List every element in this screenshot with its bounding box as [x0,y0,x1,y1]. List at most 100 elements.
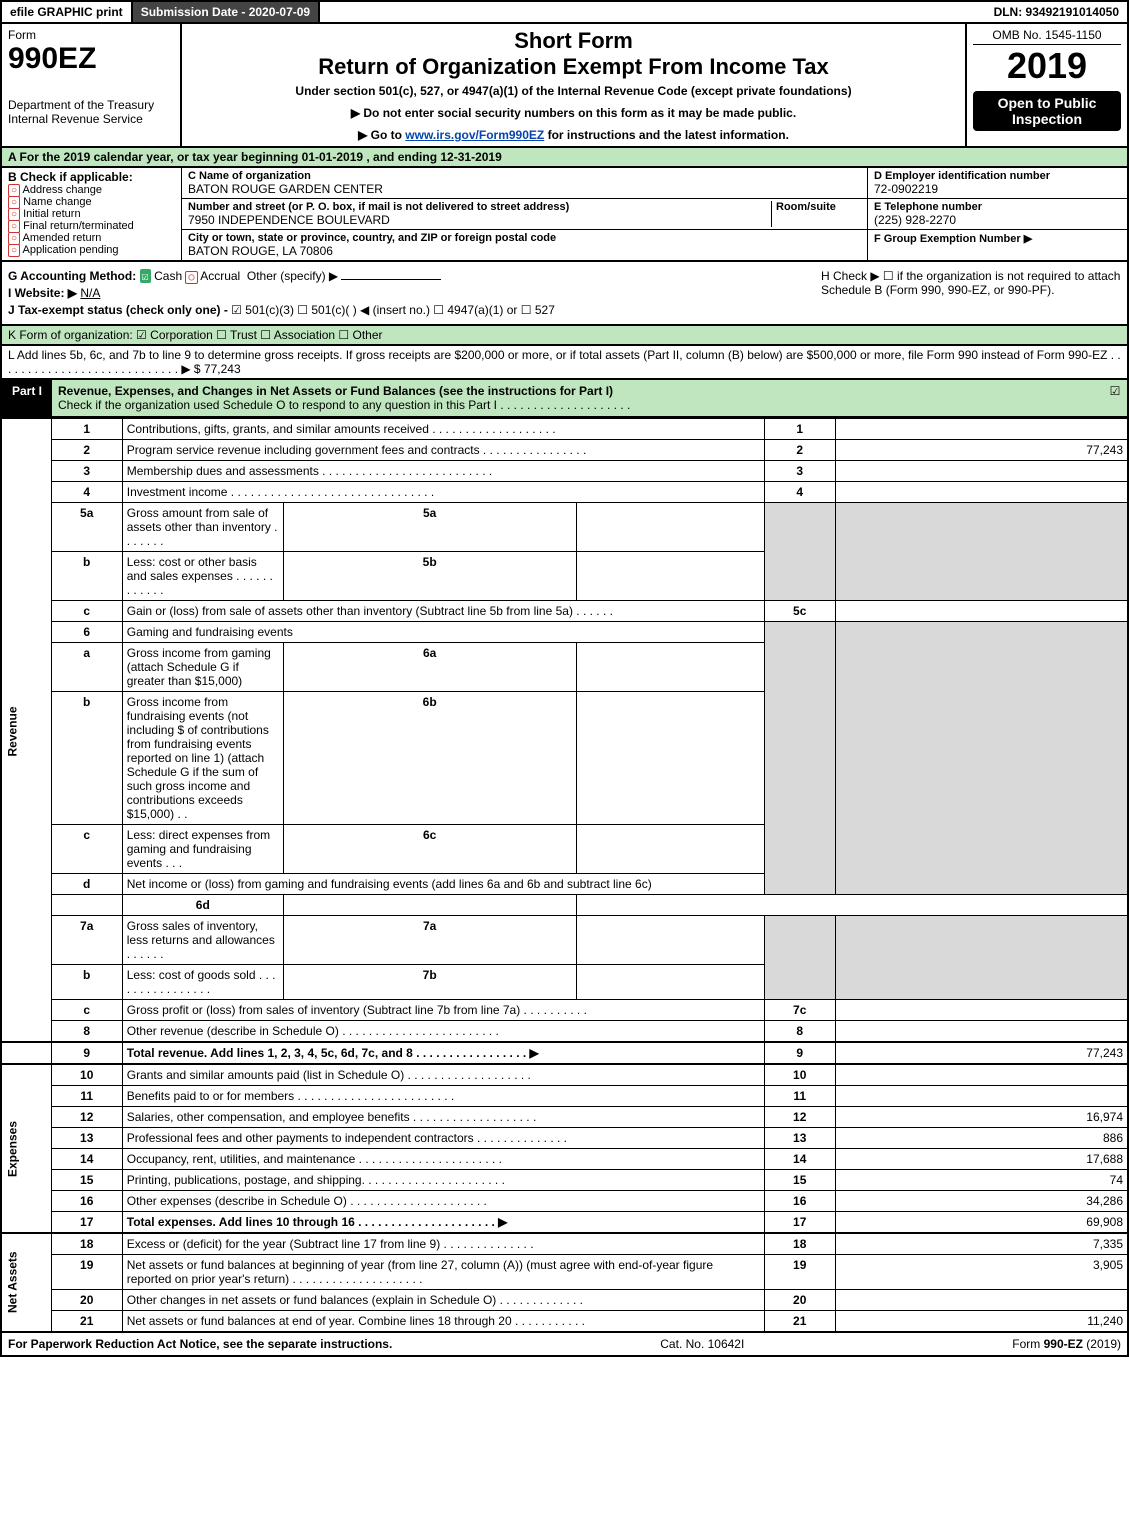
line-9-box: 9 [764,1042,835,1064]
b-application-pending[interactable]: ○ Application pending [8,244,175,256]
line-19-desc: Net assets or fund balances at beginning… [122,1255,764,1290]
line-14-desc: Occupancy, rent, utilities, and maintena… [122,1149,764,1170]
c-name-label: C Name of organization [188,170,861,182]
header-right: OMB No. 1545-1150 2019 Open to Public In… [967,24,1127,146]
h-schedule-b: H Check ▶ ☐ if the organization is not r… [821,269,1121,297]
irs-link[interactable]: www.irs.gov/Form990EZ [405,128,544,142]
line-7a-subamt [576,916,764,965]
submission-date: Submission Date - 2020-07-09 [133,2,320,22]
line-5c-box: 5c [764,601,835,622]
header-center: Short Form Return of Organization Exempt… [182,24,967,146]
phone: (225) 928-2270 [874,213,1121,227]
line-18-box: 18 [764,1233,835,1255]
g-other-input[interactable] [341,279,441,280]
footer-left: For Paperwork Reduction Act Notice, see … [8,1337,392,1351]
line-15-box: 15 [764,1170,835,1191]
header-left: Form 990EZ Department of the Treasury In… [2,24,182,146]
line-12-box: 12 [764,1107,835,1128]
website-value: N/A [80,286,100,300]
form-title: Return of Organization Exempt From Incom… [188,54,959,80]
line-3-desc: Membership dues and assessments . . . . … [122,461,764,482]
line-5c-amt [835,601,1128,622]
part1-title: Revenue, Expenses, and Changes in Net As… [52,380,1103,416]
omb-no: OMB No. 1545-1150 [973,28,1121,45]
line-2-box: 2 [764,440,835,461]
line-19-box: 19 [764,1255,835,1290]
g-cash-checkbox[interactable]: ☑ [140,269,151,283]
line-17-amt: 69,908 [835,1212,1128,1234]
expenses-sidebar: Expenses [1,1064,51,1233]
line-8-desc: Other revenue (describe in Schedule O) .… [122,1021,764,1043]
line-7c-desc: Gross profit or (loss) from sales of inv… [122,1000,764,1021]
goto-post: for instructions and the latest informat… [548,128,789,142]
part1-scho-checkbox[interactable]: ☑ [1103,380,1127,416]
line-1-desc: Contributions, gifts, grants, and simila… [122,419,764,440]
under-section: Under section 501(c), 527, or 4947(a)(1)… [188,84,959,98]
line-4-box: 4 [764,482,835,503]
line-10-amt [835,1064,1128,1086]
line-14-box: 14 [764,1149,835,1170]
b-name-change[interactable]: ○ Name change [8,196,175,208]
ssn-note: ▶ Do not enter social security numbers o… [188,106,959,120]
line-7b-sub: 7b [283,965,576,1000]
line-19-amt: 3,905 [835,1255,1128,1290]
page-footer: For Paperwork Reduction Act Notice, see … [0,1333,1129,1357]
top-bar: efile GRAPHIC print Submission Date - 20… [0,0,1129,24]
l-gross-receipts: L Add lines 5b, 6c, and 7b to line 9 to … [0,346,1129,380]
g-accrual-checkbox[interactable]: ○ [185,271,197,284]
line-6c-desc: Less: direct expenses from gaming and fu… [122,825,283,874]
line-12-desc: Salaries, other compensation, and employ… [122,1107,764,1128]
line-4-amt [835,482,1128,503]
irs: Internal Revenue Service [8,112,174,126]
org-street: 7950 INDEPENDENCE BOULEVARD [188,213,771,227]
line-11-amt [835,1086,1128,1107]
line-7b-desc: Less: cost of goods sold . . . . . . . .… [122,965,283,1000]
dept-treasury: Department of the Treasury [8,98,174,112]
netassets-sidebar: Net Assets [1,1233,51,1332]
line-11-desc: Benefits paid to or for members . . . . … [122,1086,764,1107]
sections-ghij: G Accounting Method: ☑ Cash ○ Accrual Ot… [0,262,1129,326]
c-room-label: Room/suite [776,201,861,213]
line-14-amt: 17,688 [835,1149,1128,1170]
line-13-amt: 886 [835,1128,1128,1149]
e-label: E Telephone number [874,201,1121,213]
line-6a-subamt [576,643,764,692]
line-7b-subamt [576,965,764,1000]
l-amount: 77,243 [204,362,241,376]
line-5b-sub: 5b [283,552,576,601]
line-15-desc: Printing, publications, postage, and shi… [122,1170,764,1191]
open-public: Open to Public Inspection [973,91,1121,131]
org-name: BATON ROUGE GARDEN CENTER [188,182,861,196]
line-11-box: 11 [764,1086,835,1107]
efile-print-button[interactable]: efile GRAPHIC print [2,2,133,22]
g-accounting: G Accounting Method: ☑ Cash ○ Accrual Ot… [8,269,821,283]
topbar-left: efile GRAPHIC print Submission Date - 20… [2,2,320,22]
b-initial-return[interactable]: ○ Initial return [8,208,175,220]
line-6c-sub: 6c [283,825,576,874]
org-city: BATON ROUGE, LA 70806 [188,244,861,258]
line-2-amt: 77,243 [835,440,1128,461]
line-4-desc: Investment income . . . . . . . . . . . … [122,482,764,503]
footer-right: Form 990-EZ (2019) [1012,1337,1121,1351]
form-header: Form 990EZ Department of the Treasury In… [0,24,1129,148]
line-5a-desc: Gross amount from sale of assets other t… [122,503,283,552]
ein: 72-0902219 [874,182,1121,196]
line-16-desc: Other expenses (describe in Schedule O) … [122,1191,764,1212]
f-label: F Group Exemption Number ▶ [874,232,1121,245]
line-13-desc: Professional fees and other payments to … [122,1128,764,1149]
line-21-amt: 11,240 [835,1311,1128,1333]
line-6d-desc: Net income or (loss) from gaming and fun… [122,874,764,895]
b-final-return[interactable]: ○ Final return/terminated [8,220,175,232]
section-def: D Employer identification number 72-0902… [867,168,1127,260]
c-street-label: Number and street (or P. O. box, if mail… [188,201,771,213]
line-8-box: 8 [764,1021,835,1043]
line-9-amt: 77,243 [835,1042,1128,1064]
section-b: B Check if applicable: ○ Address change … [2,168,182,260]
b-address-change[interactable]: ○ Address change [8,184,175,196]
short-form: Short Form [188,28,959,54]
tax-year: 2019 [973,45,1121,87]
line-5a-sub: 5a [283,503,576,552]
b-amended-return[interactable]: ○ Amended return [8,232,175,244]
part1-table: Revenue 1 Contributions, gifts, grants, … [0,418,1129,1333]
line-6b-desc: Gross income from fundraising events (no… [122,692,283,825]
